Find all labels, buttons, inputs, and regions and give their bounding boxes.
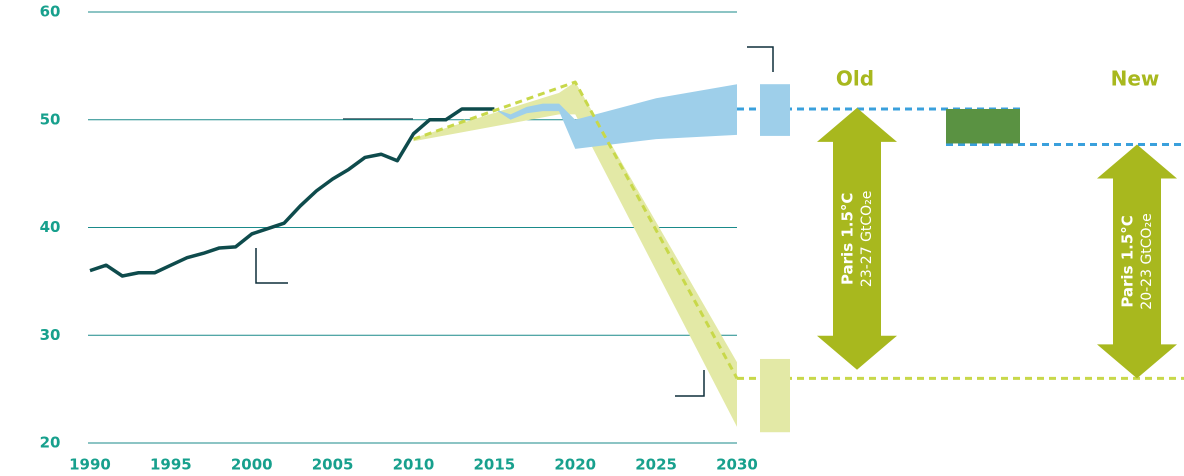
arrow-title: Paris 1.5°C	[1119, 215, 1137, 307]
line	[89, 107, 495, 278]
x-tick-label: 2025	[635, 456, 677, 474]
x-tick-label: 2020	[554, 456, 596, 474]
y-tick-label: 20	[40, 434, 61, 452]
y-tick-label: 40	[40, 218, 61, 236]
line	[413, 80, 739, 380]
range-box	[946, 108, 1020, 144]
arrow-subtitle: 20-23 GtCO₂e	[1139, 213, 1155, 310]
range-box	[760, 84, 790, 136]
band	[494, 84, 737, 149]
x-tick-label: 2005	[312, 456, 354, 474]
x-tick-label: 2015	[474, 456, 516, 474]
bracket	[255, 248, 288, 284]
range-box	[760, 358, 790, 433]
double-arrow	[1097, 144, 1177, 379]
y-tick-label: 60	[40, 3, 61, 21]
double-arrow	[817, 107, 897, 370]
band	[413, 82, 737, 427]
y-tick-label: 30	[40, 326, 61, 344]
arrow-subtitle: 23-27 GtCO₂e	[859, 191, 875, 288]
x-tick-label: 1990	[69, 456, 111, 474]
y-tick-label: 50	[40, 110, 61, 128]
panel-label: Old	[836, 67, 874, 91]
arrow-title: Paris 1.5°C	[839, 193, 857, 285]
x-tick-label: 2000	[231, 456, 273, 474]
x-tick-label: 1995	[150, 456, 192, 474]
bracket	[747, 46, 774, 72]
panel-label: New	[1111, 67, 1160, 91]
x-tick-label: 2010	[393, 456, 435, 474]
x-tick-label: 2030	[716, 456, 758, 474]
bracket	[675, 370, 705, 397]
